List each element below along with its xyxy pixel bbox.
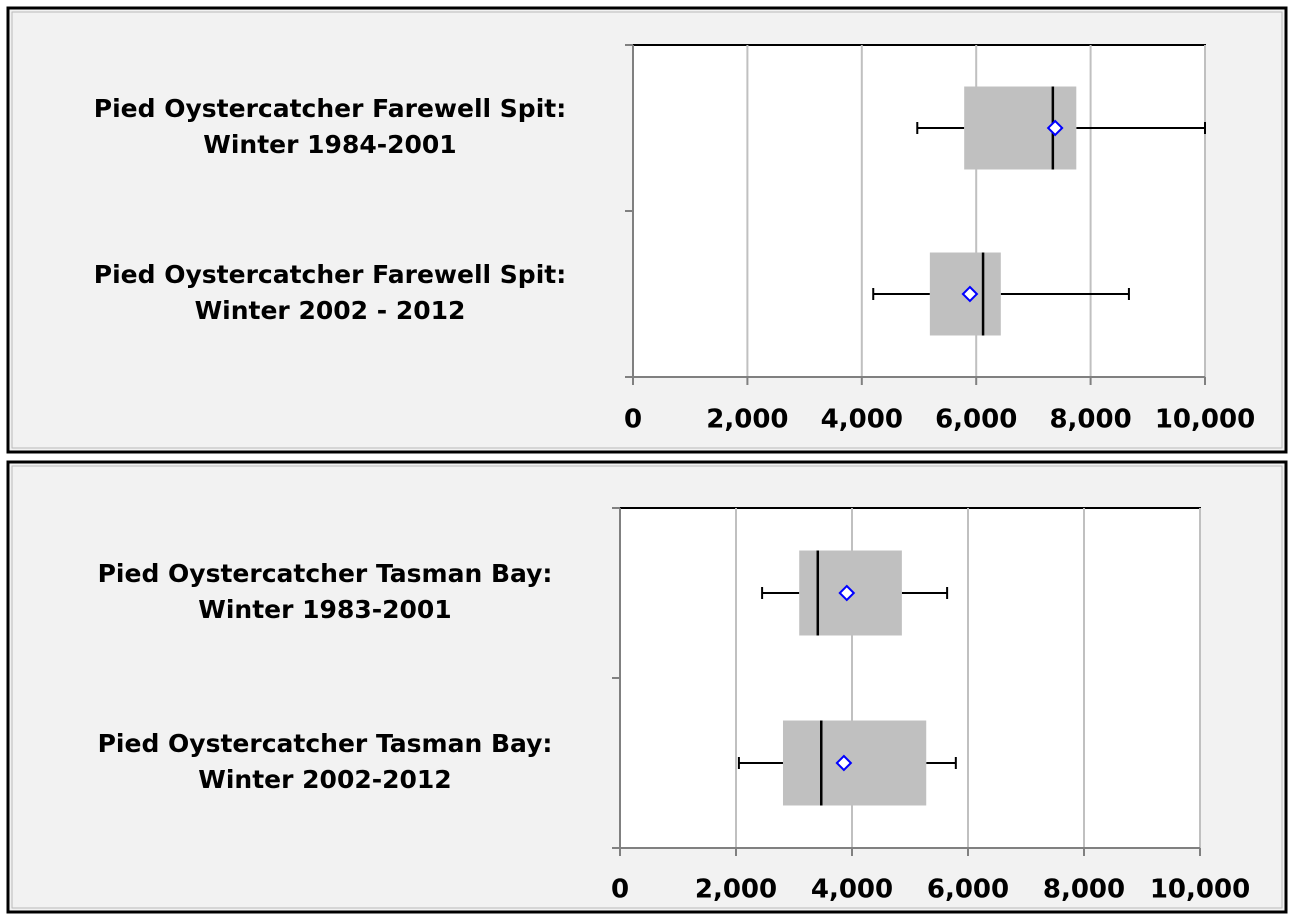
x-tick-label: 10,000 bbox=[1155, 405, 1255, 435]
mean-marker bbox=[961, 285, 979, 303]
x-tick-label: 8,000 bbox=[1049, 405, 1131, 435]
x-tick-label: 10,000 bbox=[1150, 875, 1250, 905]
x-tick-label: 4,000 bbox=[811, 875, 893, 905]
category-label: Pied Oystercatcher Tasman Bay: bbox=[98, 559, 553, 588]
category-label: Pied Oystercatcher Tasman Bay: bbox=[98, 729, 553, 758]
category-label: Winter 1984-2001 bbox=[203, 130, 456, 159]
x-tick-label: 6,000 bbox=[935, 405, 1017, 435]
category-label: Pied Oystercatcher Farewell Spit: bbox=[94, 260, 566, 289]
panel-inner-border bbox=[11, 11, 1283, 449]
x-tick-label: 2,000 bbox=[706, 405, 788, 435]
panel-inner-border bbox=[11, 465, 1283, 909]
category-label: Winter 2002 - 2012 bbox=[195, 296, 466, 325]
mean-marker bbox=[838, 584, 856, 602]
x-tick-label: 6,000 bbox=[927, 875, 1009, 905]
category-label: Winter 1983-2001 bbox=[198, 595, 451, 624]
mean-marker bbox=[1046, 119, 1064, 137]
category-label: Winter 2002-2012 bbox=[198, 765, 451, 794]
x-tick-label: 8,000 bbox=[1043, 875, 1125, 905]
x-tick-label: 0 bbox=[611, 875, 629, 905]
plot-area bbox=[632, 44, 1206, 378]
mean-marker bbox=[835, 754, 853, 772]
x-tick-label: 2,000 bbox=[695, 875, 777, 905]
category-label: Pied Oystercatcher Farewell Spit: bbox=[94, 94, 566, 123]
x-tick-label: 4,000 bbox=[821, 405, 903, 435]
x-tick-label: 0 bbox=[624, 405, 642, 435]
box bbox=[782, 720, 927, 806]
